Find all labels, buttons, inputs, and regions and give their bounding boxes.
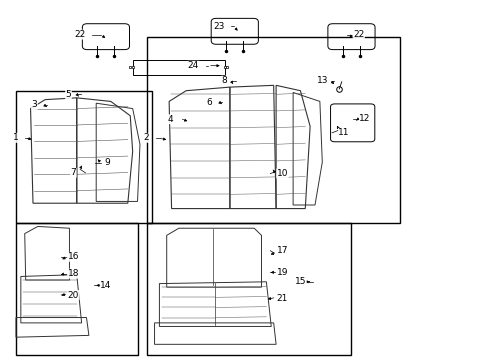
Text: 10: 10 [276,169,287,178]
Text: 7: 7 [70,168,76,177]
Text: 3: 3 [32,100,37,109]
Text: 16: 16 [67,252,79,261]
Text: 12: 12 [359,114,370,123]
FancyBboxPatch shape [330,104,374,142]
Text: 9: 9 [104,158,110,167]
Text: 17: 17 [276,246,287,255]
Text: 11: 11 [338,129,349,138]
Bar [16,91,152,223]
Bar [16,223,137,355]
Text: 20: 20 [67,291,79,300]
Text: 22: 22 [74,30,85,39]
Bar [147,223,351,355]
Text: 5: 5 [65,90,71,99]
Text: 24: 24 [187,61,199,70]
FancyBboxPatch shape [82,24,129,50]
Text: 2: 2 [143,133,149,142]
FancyBboxPatch shape [327,24,374,50]
Text: 4: 4 [167,115,173,124]
Text: 19: 19 [276,268,287,277]
Text: 8: 8 [221,76,226,85]
Bar [147,37,399,223]
Text: 6: 6 [206,98,212,107]
Text: 14: 14 [100,281,111,290]
FancyBboxPatch shape [211,18,258,44]
Text: 15: 15 [294,277,305,286]
Text: 1: 1 [13,133,19,142]
Text: 22: 22 [352,30,364,39]
Text: 13: 13 [316,76,327,85]
Text: 23: 23 [213,22,224,31]
Text: 21: 21 [276,294,287,303]
Text: 18: 18 [67,269,79,278]
Bar [132,60,224,75]
